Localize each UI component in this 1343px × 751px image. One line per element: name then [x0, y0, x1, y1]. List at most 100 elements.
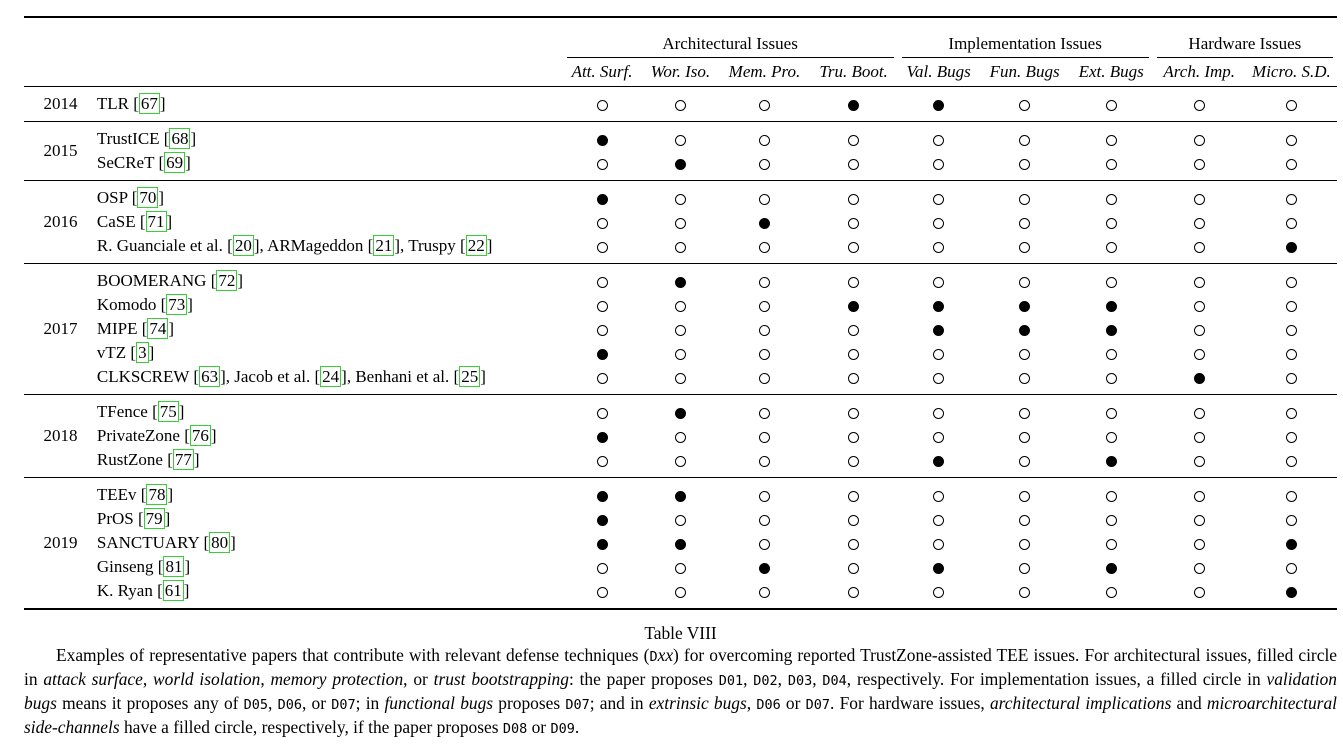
citation-link[interactable]: 80 — [209, 532, 231, 553]
mark-cell — [1070, 151, 1153, 175]
table-row: Ginseng [81] — [24, 555, 1337, 579]
empty-circle-icon — [1105, 217, 1117, 229]
empty-circle-icon — [674, 562, 686, 574]
mark-cell — [810, 92, 898, 116]
citation-link[interactable]: 69 — [164, 152, 186, 173]
mark-cell — [980, 400, 1070, 424]
empty-circle-icon — [933, 514, 945, 526]
mark-cell — [719, 92, 809, 116]
citation-link[interactable]: 74 — [147, 318, 169, 339]
citation-link[interactable]: 78 — [146, 484, 168, 505]
mark-cell — [980, 317, 1070, 341]
empty-circle-icon — [596, 99, 608, 111]
citation-link[interactable]: 68 — [169, 128, 191, 149]
mark-cell — [1070, 234, 1153, 258]
mark-cell — [1153, 579, 1246, 603]
empty-circle-icon — [1019, 348, 1031, 360]
citation-link[interactable]: 24 — [320, 366, 342, 387]
paper-name: PrOS — [96, 509, 134, 528]
citation-link[interactable]: 81 — [163, 556, 185, 577]
empty-circle-icon — [1193, 193, 1205, 205]
empty-circle-icon — [1019, 99, 1031, 111]
group-header: Hardware Issues — [1153, 18, 1337, 57]
citation-link[interactable]: 20 — [232, 235, 254, 256]
paper-cell: PrOS [79] — [96, 508, 171, 529]
citation-link[interactable]: 61 — [162, 580, 184, 601]
empty-circle-icon — [1019, 134, 1031, 146]
empty-circle-icon — [848, 538, 860, 550]
mark-cell — [1246, 341, 1337, 365]
paper-cell: TEEv [78] — [96, 484, 174, 505]
caption-run: proposes — [493, 693, 566, 713]
empty-circle-icon — [1193, 562, 1205, 574]
empty-circle-icon — [1193, 455, 1205, 467]
caption-emphasis: attack surface — [43, 669, 143, 689]
mark-cell — [563, 234, 642, 258]
empty-circle-icon — [1105, 348, 1117, 360]
empty-circle-icon — [1019, 372, 1031, 384]
citation-link[interactable]: 79 — [143, 508, 165, 529]
mark-cell — [719, 341, 809, 365]
empty-circle-icon — [758, 99, 770, 111]
mark-cell — [563, 365, 642, 389]
filled-circle-icon — [1105, 455, 1117, 467]
mark-cell — [810, 483, 898, 507]
caption-run: , — [142, 669, 154, 689]
paper-cell: CaSE [71] — [96, 211, 173, 232]
empty-circle-icon — [758, 431, 770, 443]
citation-link[interactable]: 75 — [157, 401, 179, 422]
empty-circle-icon — [758, 134, 770, 146]
column-header: Tru. Boot. — [819, 62, 888, 81]
empty-circle-icon — [848, 217, 860, 229]
mark-cell — [810, 127, 898, 151]
mark-cell — [810, 555, 898, 579]
caption-run: , — [268, 693, 278, 713]
paper-cell: PrivateZone [76] — [96, 425, 217, 446]
mark-cell — [642, 269, 720, 293]
mark-cell — [898, 507, 980, 531]
mark-cell — [719, 210, 809, 234]
citation-link[interactable]: 25 — [459, 366, 481, 387]
citation-link[interactable]: 77 — [172, 449, 194, 470]
empty-circle-icon — [1019, 431, 1031, 443]
mark-cell — [1070, 293, 1153, 317]
caption-code: D02 — [753, 673, 778, 689]
table-row: SeCReT [69] — [24, 151, 1337, 175]
caption-code: D01 — [718, 673, 744, 689]
mark-cell — [563, 555, 642, 579]
empty-circle-icon — [1193, 324, 1205, 336]
mark-cell — [1153, 234, 1246, 258]
citation-link[interactable]: 76 — [189, 425, 211, 446]
empty-circle-icon — [1019, 490, 1031, 502]
citation-link[interactable]: 72 — [216, 270, 238, 291]
filled-circle-icon — [758, 562, 770, 574]
citation-link[interactable]: 67 — [138, 93, 160, 114]
empty-circle-icon — [933, 586, 945, 598]
empty-circle-icon — [848, 490, 860, 502]
citation-link[interactable]: 63 — [199, 366, 221, 387]
empty-circle-icon — [1019, 562, 1031, 574]
citation-link[interactable]: 22 — [465, 235, 487, 256]
empty-circle-icon — [1285, 372, 1297, 384]
mark-cell — [1246, 555, 1337, 579]
citation-link[interactable]: 73 — [166, 294, 188, 315]
paper-name: R. Guanciale et al. — [96, 236, 223, 255]
mark-cell — [563, 92, 642, 116]
citation-link[interactable]: 71 — [145, 211, 167, 232]
mark-cell — [898, 365, 980, 389]
mark-cell — [1070, 127, 1153, 151]
empty-circle-icon — [1019, 586, 1031, 598]
mark-cell — [563, 507, 642, 531]
empty-circle-icon — [1285, 407, 1297, 419]
table-row: Komodo [73] — [24, 293, 1337, 317]
empty-circle-icon — [1193, 300, 1205, 312]
mark-cell — [810, 507, 898, 531]
citation-link[interactable]: 3 — [136, 342, 149, 363]
empty-circle-icon — [674, 300, 686, 312]
mark-cell — [1246, 400, 1337, 424]
empty-circle-icon — [1105, 193, 1117, 205]
mark-cell — [1153, 483, 1246, 507]
citation-link[interactable]: 21 — [373, 235, 395, 256]
caption-run: . — [574, 717, 580, 737]
citation-link[interactable]: 70 — [137, 187, 159, 208]
